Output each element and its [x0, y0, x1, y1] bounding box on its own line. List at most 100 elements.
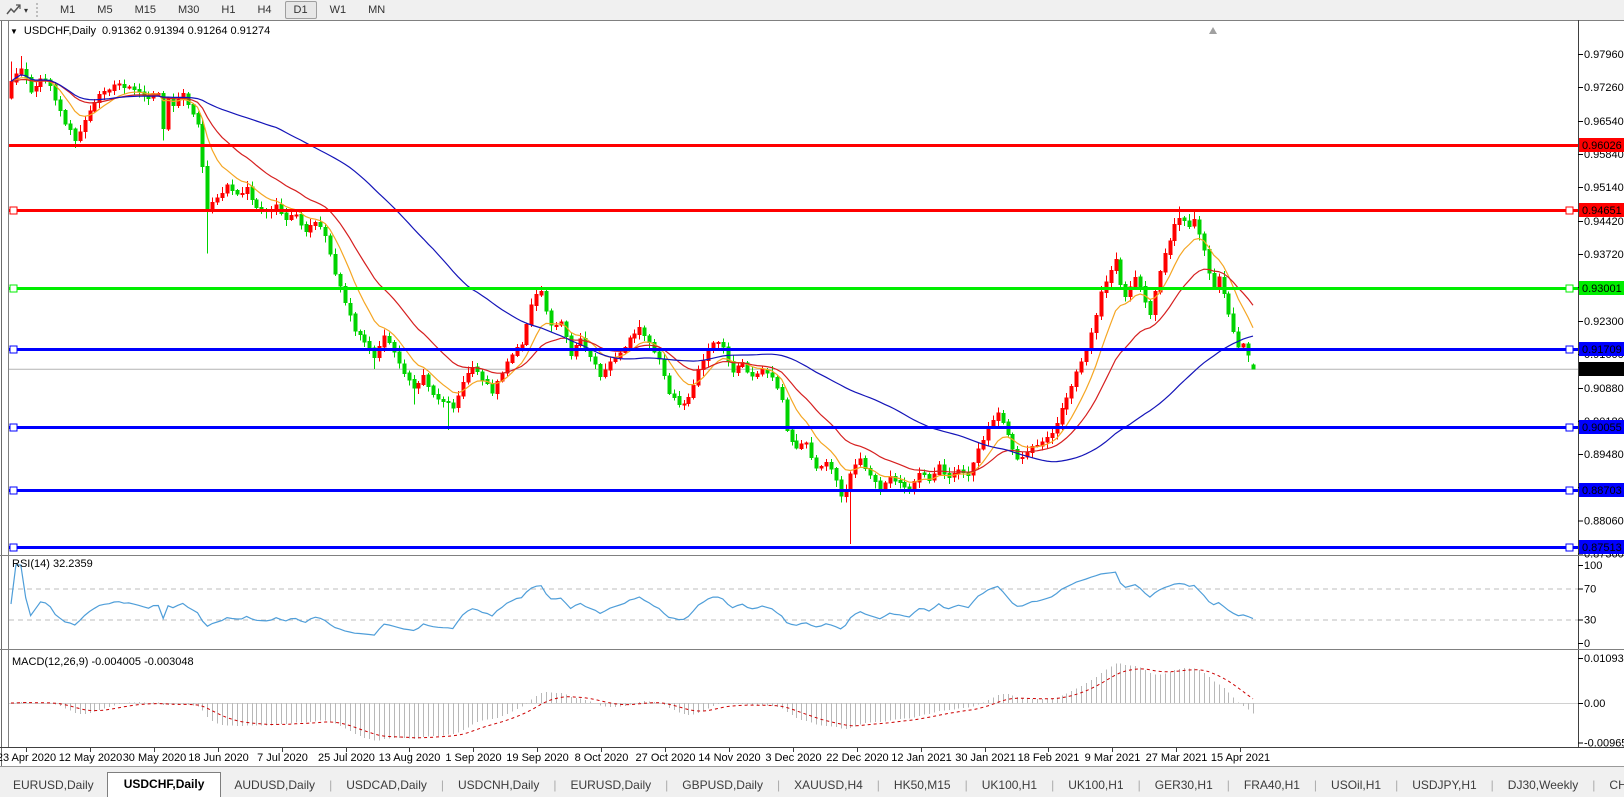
price-tick-label: 0.93720: [1584, 249, 1624, 261]
date-tick-label: 18 Jun 2020: [188, 752, 249, 764]
bottom-tab-UK100-H1[interactable]: UK100,H1: [1068, 778, 1124, 792]
svg-text:0.90055: 0.90055: [1582, 422, 1622, 434]
tab-separator: |: [553, 778, 557, 792]
tab-separator: |: [1490, 778, 1494, 792]
bottom-tab-UK100-H1[interactable]: UK100,H1: [981, 778, 1038, 792]
tab-items: EURUSD,Daily USDCHF,Daily AUDUSD,Daily | USD…: [0, 772, 1624, 797]
timeframe-button-H1[interactable]: H1: [221, 4, 236, 16]
date-tick-label: 7 Jul 2020: [257, 752, 308, 764]
hline-price-badge: [1579, 342, 1624, 356]
timeframe-buttons: M1 M5 M15 M30 H1 H4 D1 W1 MN: [49, 1, 396, 19]
date-tick-label: 19 Sep 2020: [506, 752, 568, 764]
bottom-tab-USDJPY-H1[interactable]: USDJPY,H1: [1412, 778, 1477, 792]
chart-shift-marker[interactable]: [1209, 27, 1217, 34]
bottom-tab-HK50-M15[interactable]: HK50,M15: [893, 778, 951, 792]
date-tick-label: 15 Apr 2021: [1211, 752, 1270, 764]
date-tick-label: 8 Oct 2020: [575, 752, 629, 764]
bottom-tab-GER30-H1[interactable]: GER30,H1: [1154, 778, 1213, 792]
hline-handle[interactable]: [1565, 345, 1574, 354]
bottom-tab-EURUSD-Daily[interactable]: EURUSD,Daily: [570, 778, 652, 792]
price-tick-label: 0.88060: [1584, 516, 1624, 528]
bottom-tab-USOil-H1[interactable]: USOil,H1: [1331, 778, 1382, 792]
bottom-tab-AUDUSD-Daily[interactable]: AUDUSD,Daily: [234, 778, 316, 792]
candles: [9, 55, 1256, 544]
timeframe-button-W1[interactable]: W1: [329, 4, 347, 16]
date-tick-label: 12 May 2020: [59, 752, 123, 764]
price-tick-label: 0.97960: [1584, 49, 1624, 61]
tab-separator: |: [964, 778, 968, 792]
hline-handle[interactable]: [9, 284, 18, 293]
macd-indicator-label: MACD(12,26,9) -0.004005 -0.003048: [12, 656, 194, 668]
hline-handle[interactable]: [9, 543, 18, 552]
svg-text:0.88703: 0.88703: [1582, 485, 1622, 497]
hline-price-badge: [1579, 540, 1624, 554]
timeframe-button-M1[interactable]: M1: [60, 4, 76, 16]
symbol-period-label: USDCHF,Daily: [23, 25, 97, 37]
timeframe-button-H4[interactable]: H4: [257, 4, 272, 16]
bottom-tab-CHINA300-H1[interactable]: CHINA300,H1: [1609, 778, 1624, 792]
date-tick-label: 13 Aug 2020: [379, 752, 441, 764]
ohlc-values: 0.91362 0.91394 0.91264 0.91274: [102, 25, 271, 37]
date-tick-label: 30 May 2020: [123, 752, 187, 764]
bottom-tab-EURUSD-Daily[interactable]: EURUSD,Daily: [13, 778, 94, 792]
hline-handle[interactable]: [1565, 206, 1574, 215]
hline-price-badge: [1579, 420, 1624, 434]
timeframe-button-M5[interactable]: M5: [97, 4, 113, 16]
tab-separator: |: [1226, 778, 1230, 792]
rsi-indicator-label: RSI(14) 32.2359: [12, 558, 93, 570]
hline-handle[interactable]: [1565, 543, 1574, 552]
macd-axis-label: 0.00: [1584, 698, 1605, 710]
date-tick-label: 3 Dec 2020: [765, 752, 821, 764]
bottom-tab-GBPUSD-Daily[interactable]: GBPUSD,Daily: [682, 778, 763, 792]
toolbar-grip[interactable]: [36, 3, 43, 17]
price-tick-label: 0.96540: [1584, 116, 1624, 128]
timeframe-button-M30[interactable]: M30: [177, 4, 200, 16]
tab-separator: |: [1592, 778, 1596, 792]
price-tick-label: 0.90880: [1584, 383, 1624, 395]
price-tick-label: 0.92300: [1584, 316, 1624, 328]
hline-handle[interactable]: [9, 486, 18, 495]
line-studies-icon[interactable]: ▾: [0, 1, 32, 19]
rsi-axis-label: 70: [1584, 583, 1596, 595]
tab-separator: |: [1137, 778, 1141, 792]
svg-text:0.91274: 0.91274: [1582, 364, 1622, 376]
timeframe-button-M15[interactable]: M15: [134, 4, 156, 16]
macd-axis-label: -0.009653: [1584, 738, 1624, 750]
date-tick-label: 25 Jul 2020: [318, 752, 375, 764]
mini-chart-icon: [6, 4, 21, 15]
bottom-tab-DJ30-Weekly[interactable]: DJ30,Weekly: [1507, 778, 1579, 792]
chevron-down-icon: ▾: [24, 5, 29, 15]
timeframe-button-D1[interactable]: D1: [284, 1, 317, 19]
hline-price-badge: [1579, 138, 1624, 152]
collapse-triangle-icon[interactable]: ▼: [10, 26, 18, 36]
hline-handle[interactable]: [9, 345, 18, 354]
macd-signal-line: [10, 668, 1254, 739]
price-tick-label: 0.89480: [1584, 449, 1624, 461]
hline-handle[interactable]: [1565, 284, 1574, 293]
hline-handle[interactable]: [1565, 423, 1574, 432]
rsi-axis-label: 0: [1584, 638, 1590, 650]
hline-handle[interactable]: [1565, 486, 1574, 495]
svg-text:0.96026: 0.96026: [1582, 140, 1622, 152]
date-tick-label: 23 Apr 2020: [0, 752, 56, 764]
chart-canvas[interactable]: 0.979600.972600.965400.958400.951400.944…: [0, 20, 1624, 766]
bottom-tab-XAUUSD-H4[interactable]: XAUUSD,H4: [794, 778, 863, 792]
hline-handle[interactable]: [9, 423, 18, 432]
date-tick-label: 18 Feb 2021: [1018, 752, 1080, 764]
price-tick-label: 0.94420: [1584, 216, 1624, 228]
svg-text:0.91709: 0.91709: [1582, 344, 1622, 356]
tab-separator: |: [329, 778, 333, 792]
bottom-tab-USDCHF-Daily[interactable]: USDCHF,Daily: [106, 772, 222, 797]
date-tick-label: 14 Nov 2020: [698, 752, 760, 764]
date-tick-label: 27 Mar 2021: [1146, 752, 1208, 764]
rsi-axis-label: 30: [1584, 615, 1596, 627]
tab-separator: |: [1313, 778, 1318, 792]
bottom-tab-USDCAD-Daily[interactable]: USDCAD,Daily: [346, 778, 427, 792]
bottom-tab-USDCNH-Daily[interactable]: USDCNH,Daily: [458, 778, 540, 792]
timeframe-button-MN[interactable]: MN: [368, 4, 386, 16]
bottom-tab-FRA40-H1[interactable]: FRA40,H1: [1243, 778, 1300, 792]
svg-text:0.94651: 0.94651: [1582, 205, 1622, 217]
tab-separator: |: [665, 778, 669, 792]
hline-handle[interactable]: [9, 206, 18, 215]
tab-separator: |: [1395, 778, 1399, 792]
